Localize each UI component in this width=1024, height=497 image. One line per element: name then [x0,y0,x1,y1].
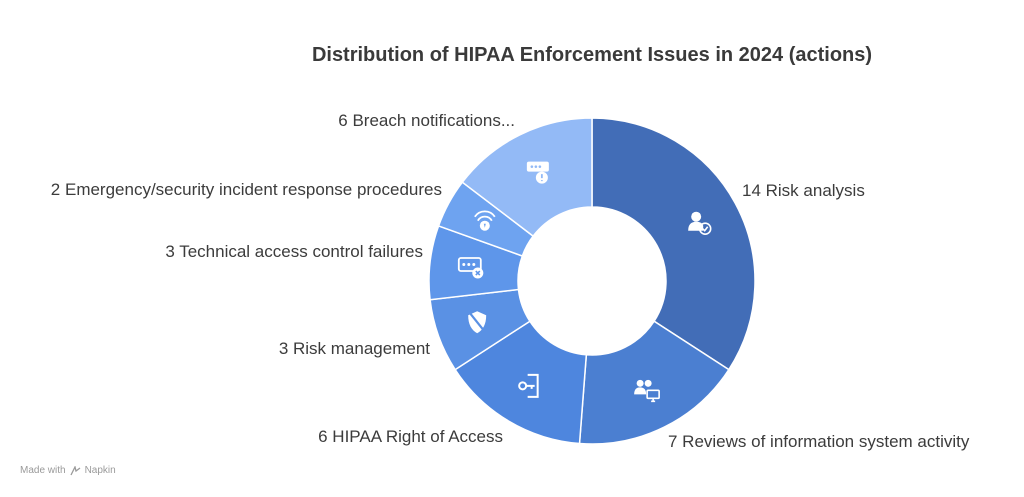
door-key-icon [518,373,539,398]
footer: Made with Napkin [20,465,116,476]
footer-made-with: Made with [20,465,66,476]
user-check-icon [688,211,712,236]
slice-label-1: 7 Reviews of information system activity [668,432,970,451]
slice-label-3: 3 Risk management [279,339,430,358]
slice-label-5: 2 Emergency/security incident response p… [51,180,442,199]
password-x-icon [457,257,484,279]
slice-6 [461,117,593,238]
shield-slash-icon [468,311,487,334]
slice-label-0: 14 Risk analysis [742,181,865,200]
slice-0 [591,117,756,371]
alarm-signal-icon [474,210,496,231]
slice-label-6: 6 Breach notifications... [338,111,515,130]
users-monitor-icon [634,379,660,403]
footer-brand: Napkin [84,465,116,476]
server-alert-icon [526,161,549,184]
slice-1 [578,320,730,445]
slice-label-4: 3 Technical access control failures [165,242,423,261]
napkin-logo-icon [69,465,80,475]
slice-label-2: 6 HIPAA Right of Access [318,427,503,446]
chart-title: Distribution of HIPAA Enforcement Issues… [311,44,873,66]
